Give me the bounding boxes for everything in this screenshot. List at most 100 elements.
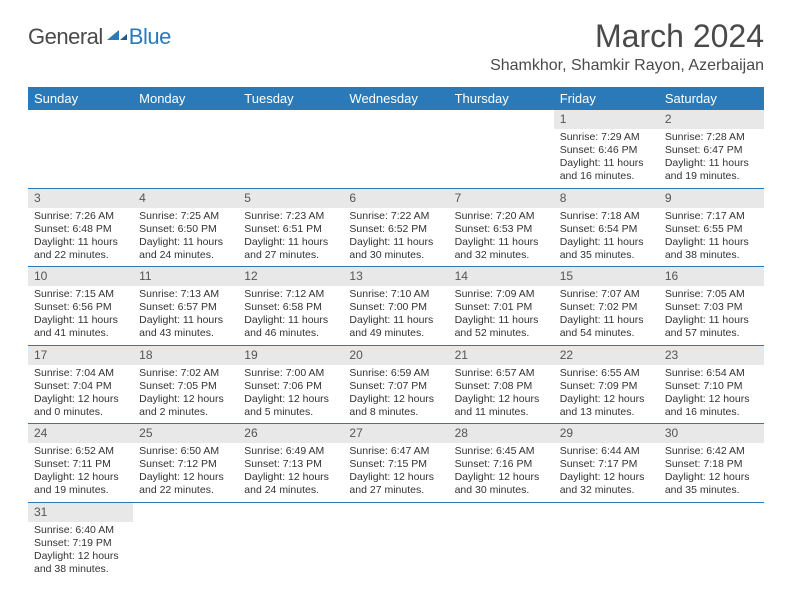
- calendar-cell: 11Sunrise: 7:13 AMSunset: 6:57 PMDayligh…: [133, 267, 238, 346]
- calendar-cell: 25Sunrise: 6:50 AMSunset: 7:12 PMDayligh…: [133, 424, 238, 503]
- day-number: 8: [554, 189, 659, 208]
- day-ss: Sunset: 6:51 PM: [244, 223, 337, 236]
- day-number: 3: [28, 189, 133, 208]
- day-sr: Sunrise: 7:10 AM: [349, 288, 442, 301]
- day-data: Sunrise: 7:07 AMSunset: 7:02 PMDaylight:…: [554, 286, 659, 345]
- day-dl: Daylight: 11 hours and 41 minutes.: [34, 314, 127, 340]
- day-dl: Daylight: 11 hours and 46 minutes.: [244, 314, 337, 340]
- day-dl: Daylight: 11 hours and 27 minutes.: [244, 236, 337, 262]
- day-data: Sunrise: 6:52 AMSunset: 7:11 PMDaylight:…: [28, 443, 133, 502]
- day-number: 4: [133, 189, 238, 208]
- day-ss: Sunset: 7:17 PM: [560, 458, 653, 471]
- day-number: 29: [554, 424, 659, 443]
- calendar-cell: [133, 502, 238, 580]
- day-dl: Daylight: 11 hours and 57 minutes.: [665, 314, 758, 340]
- calendar-cell: 23 Sunrise: 6:54 AMSunset: 7:10 PMDayligh…: [659, 345, 764, 424]
- calendar-cell: 22Sunrise: 6:55 AMSunset: 7:09 PMDayligh…: [554, 345, 659, 424]
- calendar-cell: [238, 502, 343, 580]
- day-sr: Sunrise: 7:05 AM: [665, 288, 758, 301]
- calendar-cell: [343, 502, 448, 580]
- day-dl: Daylight: 12 hours and 13 minutes.: [560, 393, 653, 419]
- day-dl: Daylight: 12 hours and 16 minutes.: [665, 393, 758, 419]
- calendar-cell: [343, 110, 448, 188]
- calendar-cell: 24Sunrise: 6:52 AMSunset: 7:11 PMDayligh…: [28, 424, 133, 503]
- day-number: 28: [449, 424, 554, 443]
- header: General Blue March 2024 Shamkhor, Shamki…: [28, 18, 764, 75]
- day-ss: Sunset: 7:09 PM: [560, 380, 653, 393]
- calendar-cell: 26Sunrise: 6:49 AMSunset: 7:13 PMDayligh…: [238, 424, 343, 503]
- day-data: Sunrise: 7:23 AMSunset: 6:51 PMDaylight:…: [238, 208, 343, 267]
- day-number: 25: [133, 424, 238, 443]
- calendar-cell: 6Sunrise: 7:22 AMSunset: 6:52 PMDaylight…: [343, 188, 448, 267]
- day-number: 17: [28, 346, 133, 365]
- day-sr: Sunrise: 6:57 AM: [455, 367, 548, 380]
- day-data: Sunrise: 6:50 AMSunset: 7:12 PMDaylight:…: [133, 443, 238, 502]
- day-ss: Sunset: 6:54 PM: [560, 223, 653, 236]
- calendar-cell: 27Sunrise: 6:47 AMSunset: 7:15 PMDayligh…: [343, 424, 448, 503]
- day-dl: Daylight: 11 hours and 49 minutes.: [349, 314, 442, 340]
- weekday-header: Wednesday: [343, 87, 448, 110]
- day-data: Sunrise: 6:42 AMSunset: 7:18 PMDaylight:…: [659, 443, 764, 502]
- day-data: Sunrise: 7:04 AMSunset: 7:04 PMDaylight:…: [28, 365, 133, 424]
- day-ss: Sunset: 7:10 PM: [665, 380, 758, 393]
- calendar-cell: 12Sunrise: 7:12 AMSunset: 6:58 PMDayligh…: [238, 267, 343, 346]
- day-dl: Daylight: 11 hours and 54 minutes.: [560, 314, 653, 340]
- calendar-cell: 16Sunrise: 7:05 AMSunset: 7:03 PMDayligh…: [659, 267, 764, 346]
- day-sr: Sunrise: 6:44 AM: [560, 445, 653, 458]
- day-dl: Daylight: 11 hours and 32 minutes.: [455, 236, 548, 262]
- calendar-cell: 5Sunrise: 7:23 AMSunset: 6:51 PMDaylight…: [238, 188, 343, 267]
- day-ss: Sunset: 7:02 PM: [560, 301, 653, 314]
- day-sr: Sunrise: 6:50 AM: [139, 445, 232, 458]
- calendar-cell: 15Sunrise: 7:07 AMSunset: 7:02 PMDayligh…: [554, 267, 659, 346]
- day-number: 6: [343, 189, 448, 208]
- calendar-cell: 31Sunrise: 6:40 AMSunset: 7:19 PMDayligh…: [28, 502, 133, 580]
- day-ss: Sunset: 6:52 PM: [349, 223, 442, 236]
- day-number: 11: [133, 267, 238, 286]
- day-dl: Daylight: 12 hours and 27 minutes.: [349, 471, 442, 497]
- day-data: Sunrise: 6:59 AMSunset: 7:07 PMDaylight:…: [343, 365, 448, 424]
- day-sr: Sunrise: 6:54 AM: [665, 367, 758, 380]
- day-dl: Daylight: 12 hours and 24 minutes.: [244, 471, 337, 497]
- day-ss: Sunset: 7:08 PM: [455, 380, 548, 393]
- month-title: March 2024: [490, 18, 764, 55]
- weekday-header: Friday: [554, 87, 659, 110]
- day-number: 13: [343, 267, 448, 286]
- day-ss: Sunset: 7:01 PM: [455, 301, 548, 314]
- day-number: 15: [554, 267, 659, 286]
- calendar-cell: 9Sunrise: 7:17 AMSunset: 6:55 PMDaylight…: [659, 188, 764, 267]
- flag-icon: [107, 26, 129, 49]
- day-sr: Sunrise: 7:20 AM: [455, 210, 548, 223]
- day-dl: Daylight: 12 hours and 30 minutes.: [455, 471, 548, 497]
- calendar-row: 10Sunrise: 7:15 AMSunset: 6:56 PMDayligh…: [28, 267, 764, 346]
- day-sr: Sunrise: 7:13 AM: [139, 288, 232, 301]
- calendar-cell: 2Sunrise: 7:28 AMSunset: 6:47 PMDaylight…: [659, 110, 764, 188]
- day-number: 18: [133, 346, 238, 365]
- calendar-cell: 8Sunrise: 7:18 AMSunset: 6:54 PMDaylight…: [554, 188, 659, 267]
- day-sr: Sunrise: 7:12 AM: [244, 288, 337, 301]
- day-sr: Sunrise: 7:26 AM: [34, 210, 127, 223]
- day-dl: Daylight: 12 hours and 22 minutes.: [139, 471, 232, 497]
- weekday-header: Thursday: [449, 87, 554, 110]
- calendar-table: SundayMondayTuesdayWednesdayThursdayFrid…: [28, 87, 764, 580]
- day-number: 27: [343, 424, 448, 443]
- day-number: 23: [659, 346, 764, 365]
- day-number: 22: [554, 346, 659, 365]
- day-dl: Daylight: 12 hours and 35 minutes.: [665, 471, 758, 497]
- day-data: Sunrise: 6:45 AMSunset: 7:16 PMDaylight:…: [449, 443, 554, 502]
- day-sr: Sunrise: 7:09 AM: [455, 288, 548, 301]
- day-dl: Daylight: 12 hours and 19 minutes.: [34, 471, 127, 497]
- day-number: 19: [238, 346, 343, 365]
- day-sr: Sunrise: 7:07 AM: [560, 288, 653, 301]
- calendar-cell: 4Sunrise: 7:25 AMSunset: 6:50 PMDaylight…: [133, 188, 238, 267]
- day-number: 26: [238, 424, 343, 443]
- day-data: Sunrise: 6:40 AMSunset: 7:19 PMDaylight:…: [28, 522, 133, 581]
- weekday-header: Tuesday: [238, 87, 343, 110]
- day-dl: Daylight: 12 hours and 38 minutes.: [34, 550, 127, 576]
- day-ss: Sunset: 6:57 PM: [139, 301, 232, 314]
- day-number: 9: [659, 189, 764, 208]
- day-dl: Daylight: 11 hours and 30 minutes.: [349, 236, 442, 262]
- calendar-cell: [659, 502, 764, 580]
- calendar-cell: 19Sunrise: 7:00 AMSunset: 7:06 PMDayligh…: [238, 345, 343, 424]
- day-ss: Sunset: 7:15 PM: [349, 458, 442, 471]
- day-ss: Sunset: 6:48 PM: [34, 223, 127, 236]
